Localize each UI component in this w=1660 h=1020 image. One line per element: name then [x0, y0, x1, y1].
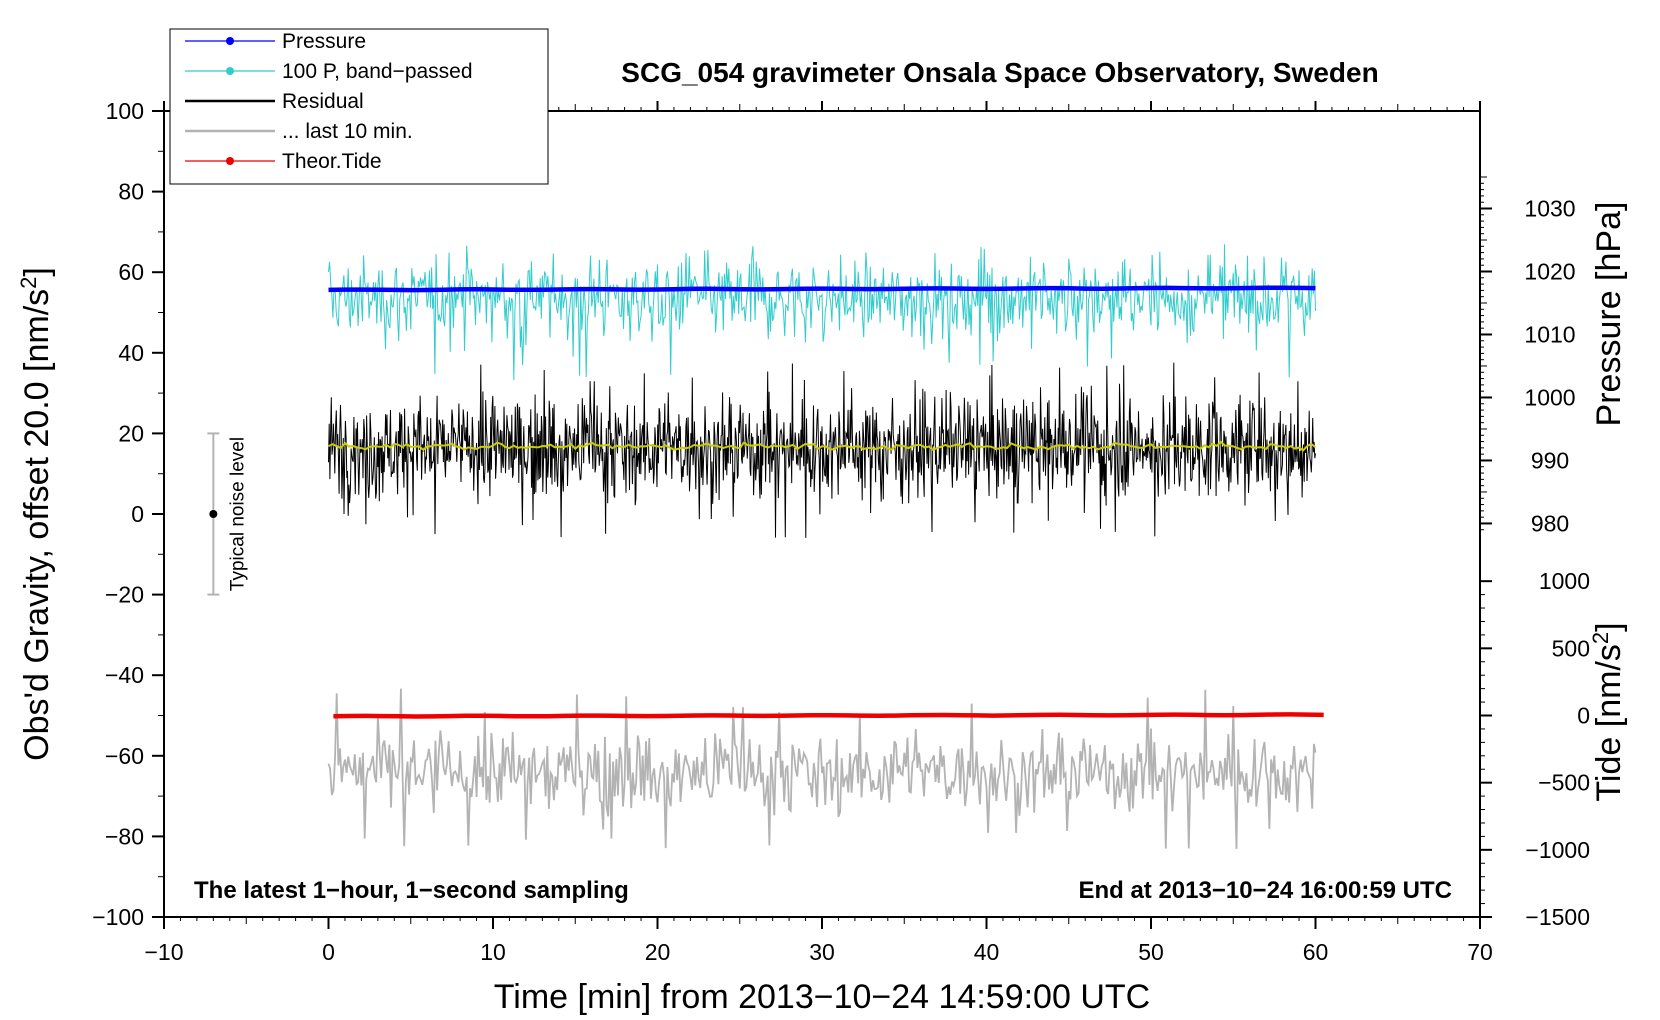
y-tick-label: −20: [105, 582, 144, 608]
y-tick-label: 100: [106, 98, 144, 124]
tide-tick-label: −1000: [1525, 837, 1590, 863]
series-last-10-min: [327, 688, 1317, 849]
tide-tick-label: 1000: [1539, 568, 1590, 594]
x-tick-label: 70: [1467, 939, 1493, 965]
pressure-tick-label: 1030: [1524, 196, 1575, 222]
series-100-p-band-passed: [328, 244, 1316, 381]
legend-marker: [226, 157, 234, 165]
legend-label: 100 P, band−passed: [282, 60, 473, 83]
tide-tick-label: −500: [1538, 770, 1590, 796]
tide-axis-title-close: ]: [1590, 622, 1628, 631]
legend-label: ... last 10 min.: [282, 120, 413, 143]
tide-axis-title-sup: 2: [1588, 632, 1613, 644]
y-tick-label: 80: [118, 179, 144, 205]
y-axis-title-sup: 2: [16, 277, 41, 289]
y-axis-title-main: Obs'd Gravity, offset 20.0 [nm/s: [18, 289, 56, 761]
y-tick-label: −80: [105, 823, 144, 849]
legend-label: Residual: [282, 90, 364, 113]
y-tick-label: 40: [118, 340, 144, 366]
tide-tick-label: −1500: [1525, 904, 1590, 930]
pressure-tick-label: 980: [1531, 510, 1569, 536]
x-tick-label: −10: [144, 939, 183, 965]
tide-axis-title: Tide [nm/s2]: [1588, 622, 1628, 801]
legend-box: [169, 28, 549, 185]
x-axis: −10 0 10 20 30 40 50 60 70: [144, 917, 1493, 965]
pressure-tick-label: 990: [1531, 447, 1569, 473]
y-axis-title-close: ]: [18, 267, 56, 276]
pressure-tick-label: 1020: [1524, 258, 1575, 284]
legend: Pressure 100 P, band−passed Residual ... la…: [169, 28, 549, 185]
legend-marker: [226, 67, 234, 75]
tide-axis: −1500 −1000 −500 0 500 1000: [1480, 568, 1590, 930]
x-tick-label: 40: [974, 939, 1000, 965]
plot-area: [163, 110, 1481, 918]
series-group: [327, 244, 1324, 849]
x-tick-label: 50: [1138, 939, 1164, 965]
x-tick-label: 10: [480, 939, 506, 965]
tide-axis-title-main: Tide [nm/s: [1590, 644, 1628, 801]
sampling-note: The latest 1−hour, 1−second sampling: [194, 877, 629, 904]
legend-label: Pressure: [282, 30, 366, 53]
pressure-axis: 980 990 1000 1010 1020 1030: [1480, 176, 1576, 536]
x-axis-title: Time [min] from 2013−10−24 14:59:00 UTC: [494, 978, 1150, 1016]
pressure-tick-label: 1010: [1524, 321, 1575, 347]
noise-level-bar: [207, 432, 220, 596]
tide-tick-label: 500: [1552, 635, 1590, 661]
y-axis: −100 −80 −60 −40 −20 0 20 40 60 80 100: [92, 98, 164, 930]
series-pressure: [328, 285, 1316, 293]
x-tick-label: 20: [645, 939, 671, 965]
series-residual: [328, 362, 1316, 538]
noise-bar-center-dot: [209, 510, 218, 518]
y-tick-label: −40: [105, 662, 144, 688]
legend-label: Theor.Tide: [282, 150, 382, 173]
series-theor-tide: [333, 712, 1324, 719]
y-tick-label: −100: [92, 904, 144, 930]
series-residual-smoothed: [328, 440, 1317, 452]
noise-level-label: Typical noise level: [227, 437, 248, 591]
y-tick-label: 20: [118, 420, 144, 446]
x-tick-label: 30: [809, 939, 835, 965]
y-tick-label: 0: [131, 501, 144, 527]
legend-marker: [226, 37, 234, 45]
y-axis-title: Obs'd Gravity, offset 20.0 [nm/s2]: [16, 267, 56, 761]
end-time-note: End at 2013−10−24 16:00:59 UTC: [1078, 877, 1452, 904]
y-tick-label: 60: [118, 259, 144, 285]
pressure-tick-label: 1000: [1524, 384, 1575, 410]
chart-title: SCG_054 gravimeter Onsala Space Observat…: [621, 57, 1378, 88]
tide-tick-label: 0: [1577, 703, 1590, 729]
y-tick-label: −60: [105, 743, 144, 769]
pressure-axis-title: Pressure [hPa]: [1590, 202, 1628, 427]
x-tick-label: 0: [322, 939, 335, 965]
x-tick-label: 60: [1303, 939, 1329, 965]
